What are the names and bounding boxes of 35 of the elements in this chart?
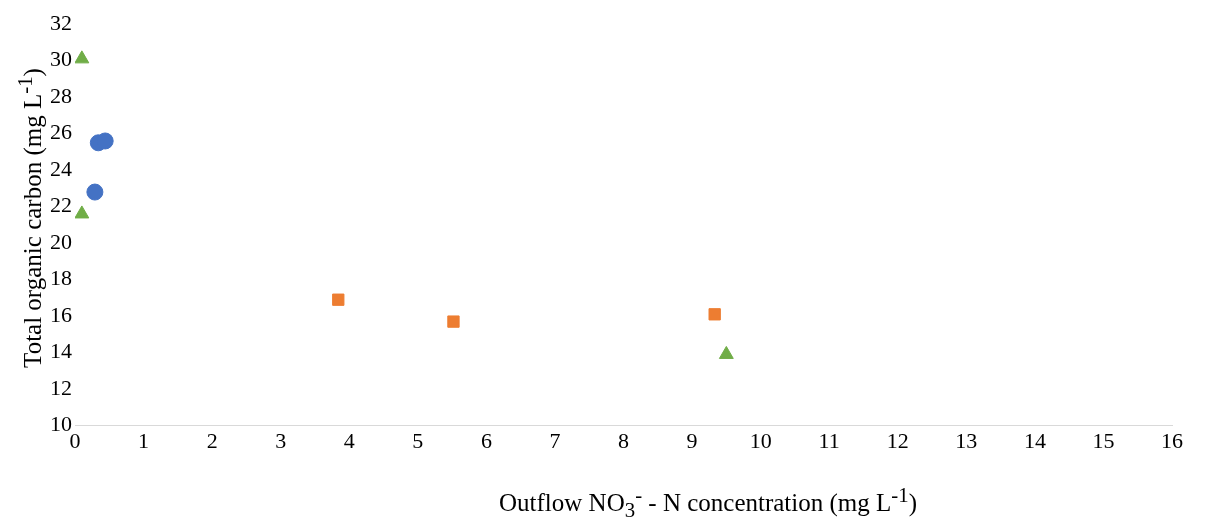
x-tick-label: 10 bbox=[749, 427, 772, 453]
x-tick-label: 3 bbox=[275, 427, 287, 453]
x-tick-label: 5 bbox=[412, 427, 424, 453]
x-tick-label: 2 bbox=[206, 427, 218, 453]
x-tick-label: 14 bbox=[1023, 427, 1046, 453]
x-tick-label: 1 bbox=[138, 427, 150, 453]
y-tick-label: 10 bbox=[50, 411, 72, 437]
x-tick-label: 15 bbox=[1092, 427, 1115, 453]
point bbox=[75, 205, 90, 219]
y-tick-label: 28 bbox=[50, 82, 72, 108]
y-tick-label: 30 bbox=[50, 46, 72, 72]
y-tick-label: 22 bbox=[50, 192, 72, 218]
x-tick-label: 6 bbox=[480, 427, 492, 453]
point bbox=[75, 50, 90, 64]
y-tick-label: 24 bbox=[50, 155, 72, 181]
point bbox=[86, 183, 104, 201]
x-axis-title: Outflow NO$_{3}$$^{-}$ - N concentration (mg L$^{-1}$) bbox=[499, 482, 917, 524]
y-tick-label: 12 bbox=[50, 374, 72, 400]
x-tick-label: 11 bbox=[818, 427, 840, 453]
y-tick-label: 26 bbox=[50, 119, 72, 145]
x-tick-label: 4 bbox=[343, 427, 355, 453]
y-tick-label: 14 bbox=[50, 338, 72, 364]
x-tick-label: 9 bbox=[686, 427, 698, 453]
y-tick-label: 16 bbox=[50, 301, 72, 327]
x-tick-label: 13 bbox=[955, 427, 978, 453]
y-tick-label: 20 bbox=[50, 228, 72, 254]
x-tick-label: 16 bbox=[1161, 427, 1183, 453]
x-tick-label: 8 bbox=[618, 427, 629, 453]
point bbox=[708, 308, 721, 321]
x-tick-label: 7 bbox=[549, 427, 561, 453]
x-tick-label: 12 bbox=[886, 427, 909, 453]
y-tick-label: 32 bbox=[50, 9, 72, 35]
y-tick-label: 18 bbox=[50, 265, 72, 291]
point bbox=[447, 315, 460, 328]
point bbox=[332, 293, 345, 306]
